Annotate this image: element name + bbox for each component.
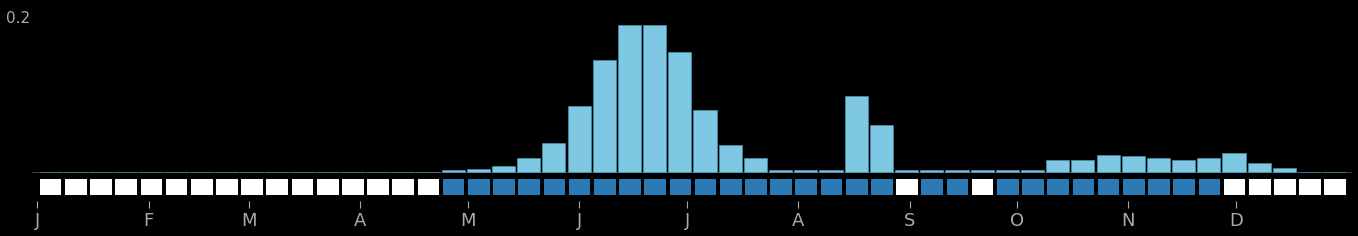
Bar (592, 60, 617, 172)
Bar (441, 178, 464, 195)
Bar (417, 178, 439, 195)
Bar (618, 178, 641, 195)
Bar (869, 126, 894, 172)
Bar (1097, 178, 1119, 195)
Bar (1148, 158, 1171, 172)
Bar (1122, 156, 1145, 172)
Bar (240, 178, 263, 195)
Bar (1198, 178, 1221, 195)
Bar (921, 178, 942, 195)
Bar (341, 178, 364, 195)
Bar (995, 170, 1018, 172)
Bar (64, 178, 87, 195)
Bar (1096, 155, 1120, 172)
Bar (1148, 178, 1169, 195)
Bar (1021, 178, 1044, 195)
Bar (1071, 160, 1095, 172)
Bar (718, 145, 741, 172)
Bar (1021, 170, 1044, 172)
Bar (870, 178, 892, 195)
Bar (921, 170, 944, 172)
Bar (190, 178, 213, 195)
Bar (769, 178, 792, 195)
Bar (1272, 178, 1296, 195)
Bar (1198, 158, 1221, 172)
Bar (90, 178, 111, 195)
Bar (744, 158, 767, 172)
Bar (694, 178, 717, 195)
Bar (1047, 178, 1069, 195)
Bar (1222, 178, 1245, 195)
Bar (895, 170, 918, 172)
Bar (845, 96, 868, 172)
Bar (114, 178, 137, 195)
Bar (215, 178, 238, 195)
Bar (794, 178, 818, 195)
Bar (543, 178, 565, 195)
Bar (1324, 178, 1346, 195)
Bar (391, 178, 414, 195)
Bar (316, 178, 338, 195)
Bar (1298, 178, 1321, 195)
Bar (845, 178, 868, 195)
Bar (1248, 163, 1271, 172)
Bar (644, 25, 667, 172)
Bar (1071, 178, 1095, 195)
Bar (744, 178, 767, 195)
Bar (492, 166, 515, 172)
Bar (971, 178, 994, 195)
Bar (1248, 178, 1271, 195)
Bar (945, 178, 968, 195)
Bar (1122, 178, 1145, 195)
Bar (1172, 160, 1195, 172)
Bar (1046, 160, 1069, 172)
Bar (1222, 153, 1245, 172)
Bar (945, 170, 968, 172)
Bar (467, 169, 490, 172)
Bar (644, 178, 665, 195)
Bar (668, 178, 691, 195)
Bar (794, 170, 818, 172)
Bar (467, 178, 490, 195)
Bar (971, 170, 994, 172)
Bar (492, 178, 515, 195)
Bar (820, 178, 842, 195)
Bar (140, 178, 162, 195)
Bar (517, 178, 540, 195)
Bar (593, 178, 615, 195)
Bar (718, 178, 741, 195)
Bar (694, 110, 717, 172)
Bar (769, 170, 792, 172)
Bar (668, 52, 691, 172)
Bar (542, 143, 565, 172)
Bar (291, 178, 314, 195)
Bar (618, 25, 641, 172)
Bar (568, 178, 591, 195)
Bar (895, 178, 918, 195)
Bar (819, 170, 842, 172)
Bar (995, 178, 1018, 195)
Bar (1272, 168, 1296, 172)
Bar (568, 106, 591, 172)
Bar (39, 178, 61, 195)
Bar (164, 178, 187, 195)
Bar (367, 178, 388, 195)
Bar (517, 158, 540, 172)
Bar (1172, 178, 1195, 195)
Bar (265, 178, 288, 195)
Bar (441, 170, 464, 172)
